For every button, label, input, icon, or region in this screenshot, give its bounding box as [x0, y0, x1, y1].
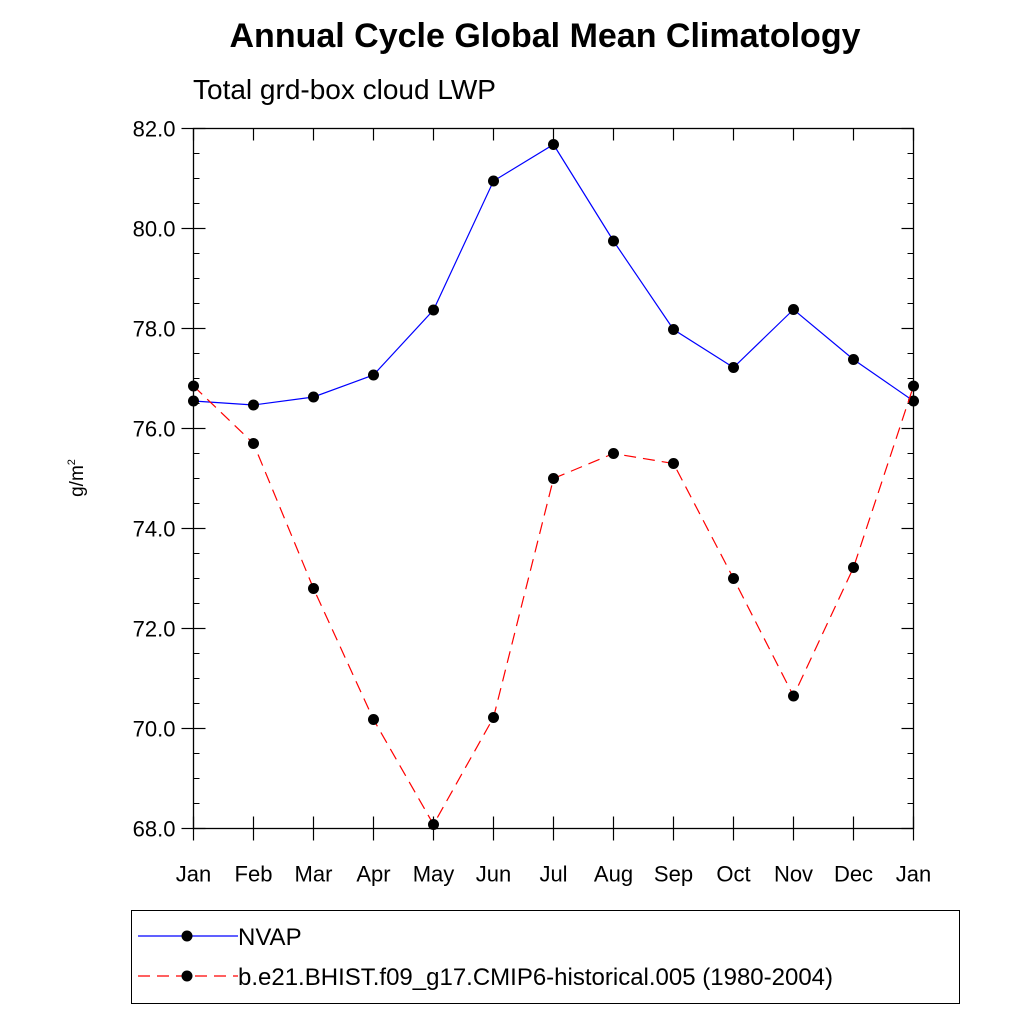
series-line-1 — [193, 385, 915, 826]
y-axis-label-superscript: 2 — [66, 459, 78, 465]
series-1-point — [248, 438, 259, 449]
series-line-0 — [193, 143, 914, 406]
x-tick-label: Oct — [716, 862, 750, 887]
x-tick-label: Mar — [295, 862, 333, 887]
series-0-point — [908, 395, 919, 407]
x-tick-label: Apr — [356, 862, 390, 887]
legend-label-0: NVAP — [238, 924, 302, 951]
x-tick-label: Jul — [539, 862, 567, 887]
y-tick-label: 72.0 — [133, 617, 176, 642]
x-tick-label: Jan — [896, 862, 931, 887]
series-0-point — [308, 391, 319, 403]
x-tick-label: Aug — [594, 862, 633, 887]
series-0-point — [188, 395, 199, 407]
y-tick-label: 74.0 — [133, 517, 176, 542]
series-1-point — [788, 690, 799, 702]
series-0-point — [548, 139, 559, 150]
series-0-point — [368, 369, 379, 381]
series-1-point — [548, 473, 559, 484]
x-tick-label: Feb — [235, 862, 273, 887]
series-0-point — [848, 354, 859, 365]
x-tick-label: Jun — [476, 862, 511, 887]
legend-marker-0 — [181, 930, 193, 942]
y-axis-label: g/m2 — [66, 459, 88, 497]
series-0-point — [668, 324, 679, 335]
series-layer — [188, 139, 919, 830]
series-0-point — [428, 304, 439, 316]
series-0-point — [488, 175, 499, 187]
x-tick-label: Nov — [774, 862, 813, 887]
y-tick-label: 80.0 — [133, 217, 176, 242]
y-tick-label: 68.0 — [133, 817, 176, 842]
series-0-point — [788, 304, 799, 315]
x-axis-ticks: Jan Feb Mar Apr May Jun Jul Aug Sep Oct Nov Dec Jan — [176, 128, 931, 887]
series-1-point — [188, 380, 199, 392]
series-1-point — [308, 583, 319, 594]
series-1-point — [428, 819, 439, 830]
y-axis-label-text: g/m — [67, 465, 88, 497]
y-tick-label: 76.0 — [133, 417, 176, 442]
series-1-point — [488, 712, 499, 723]
y-tick-label: 78.0 — [133, 317, 176, 342]
legend-label-1: b.e21.BHIST.f09_g17.CMIP6-historical.005… — [238, 964, 833, 991]
chart-title: Annual Cycle Global Mean Climatology — [230, 17, 861, 55]
legend-box — [131, 910, 960, 1004]
series-1-point — [848, 562, 859, 573]
y-tick-label: 70.0 — [133, 717, 176, 742]
legend: NVAP b.e21.BHIST.f09_g17.CMIP6-historical… — [138, 924, 833, 991]
x-tick-label: May — [413, 862, 455, 887]
x-tick-label: Jan — [176, 862, 211, 887]
legend-marker-1 — [181, 970, 193, 982]
series-1-point — [728, 573, 739, 584]
y-axis-ticks: 68.0 70.0 72.0 74.0 76.0 78.0 80.0 82.0 — [133, 117, 914, 842]
series-1-point — [668, 458, 679, 469]
chart-subtitle: Total grd-box cloud LWP — [193, 74, 496, 105]
series-0-point — [608, 235, 619, 247]
series-1-point — [908, 380, 919, 392]
series-1-point — [608, 448, 619, 459]
series-0-point — [248, 399, 259, 411]
x-tick-label: Dec — [834, 862, 873, 887]
y-tick-label: 82.0 — [133, 117, 176, 142]
x-tick-label: Sep — [654, 862, 693, 887]
series-1-point — [368, 714, 379, 725]
series-0-point — [728, 362, 739, 373]
